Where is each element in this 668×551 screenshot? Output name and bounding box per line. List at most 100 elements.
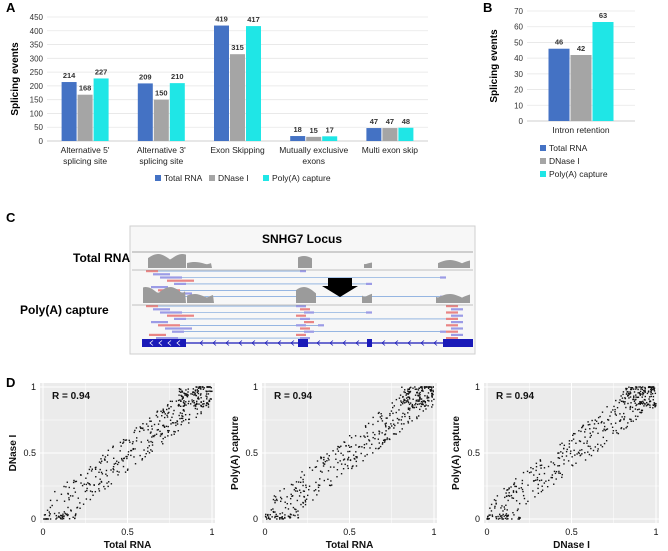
x-tick-label: Alternative 5': [61, 145, 110, 155]
data-label: 315: [231, 43, 244, 52]
point: [207, 406, 210, 408]
point: [540, 490, 543, 493]
point: [98, 471, 100, 473]
point: [561, 455, 563, 458]
point: [157, 428, 160, 431]
point: [408, 409, 411, 411]
point: [147, 439, 149, 442]
point: [162, 409, 164, 412]
point: [534, 496, 536, 498]
point: [646, 401, 648, 404]
track-label-polya: Poly(A) capture: [20, 303, 109, 317]
point: [408, 417, 411, 420]
point: [347, 456, 350, 459]
point: [265, 516, 267, 519]
point: [653, 387, 656, 389]
point: [68, 486, 70, 489]
point: [314, 466, 317, 469]
point: [296, 499, 299, 502]
point: [65, 486, 67, 488]
point: [116, 463, 119, 466]
read: [296, 314, 306, 317]
point: [573, 449, 575, 452]
point: [191, 399, 193, 401]
point: [309, 466, 311, 469]
point: [179, 417, 181, 420]
point: [548, 479, 550, 482]
panel-c-genome-browser: SNHG7 Locus Total RNA Poly(A) capture: [20, 225, 476, 355]
point: [328, 454, 330, 457]
point: [338, 446, 341, 449]
point: [427, 405, 429, 407]
point: [87, 482, 89, 484]
point: [653, 389, 655, 391]
point: [653, 386, 655, 388]
point: [202, 386, 204, 388]
point: [651, 392, 654, 395]
strand-arrow-icon: [199, 340, 204, 346]
point: [619, 399, 621, 401]
point: [202, 388, 205, 390]
point: [272, 508, 274, 510]
point: [539, 459, 542, 461]
point: [646, 392, 649, 395]
point: [517, 508, 519, 510]
point: [557, 457, 559, 459]
point: [432, 389, 434, 392]
point: [107, 449, 110, 452]
point: [385, 417, 387, 419]
point: [62, 517, 65, 520]
point: [623, 428, 625, 430]
point: [543, 472, 546, 475]
point: [117, 474, 119, 476]
point: [271, 516, 273, 518]
point: [326, 460, 328, 462]
point: [590, 454, 593, 457]
point: [640, 412, 642, 414]
strand-arrow-icon: [407, 340, 412, 346]
point: [403, 391, 405, 393]
y-tick-label: 450: [30, 13, 44, 22]
point: [424, 405, 426, 407]
point: [553, 483, 555, 485]
bar-poly-a-capture: [322, 136, 338, 141]
point: [507, 489, 509, 491]
point: [515, 485, 518, 488]
point: [384, 423, 386, 425]
point: [91, 491, 93, 493]
point: [412, 387, 414, 389]
point: [535, 462, 538, 465]
point: [587, 421, 589, 423]
y-tick-label: 0: [519, 117, 524, 126]
point: [563, 459, 565, 461]
point: [384, 424, 387, 427]
point: [145, 423, 148, 425]
point: [636, 408, 639, 411]
point: [628, 386, 630, 388]
point: [592, 431, 594, 433]
point: [584, 436, 586, 438]
point: [296, 490, 299, 492]
point: [63, 515, 65, 518]
point: [323, 463, 326, 465]
data-label: 419: [215, 15, 228, 24]
point: [333, 466, 335, 468]
point: [633, 391, 636, 393]
point: [633, 400, 636, 403]
x-axis-title: Total RNA: [104, 540, 152, 551]
point: [354, 435, 357, 437]
point: [502, 510, 504, 512]
point: [110, 469, 112, 471]
point: [302, 484, 304, 487]
point: [388, 438, 390, 440]
point: [171, 422, 174, 424]
point: [541, 485, 543, 487]
point: [171, 400, 173, 403]
gene-model-track: [142, 339, 473, 347]
point: [355, 465, 358, 467]
point: [183, 392, 185, 394]
point: [116, 470, 118, 473]
coverage-track-polya: [143, 287, 470, 303]
point: [506, 495, 508, 497]
point: [193, 402, 195, 404]
